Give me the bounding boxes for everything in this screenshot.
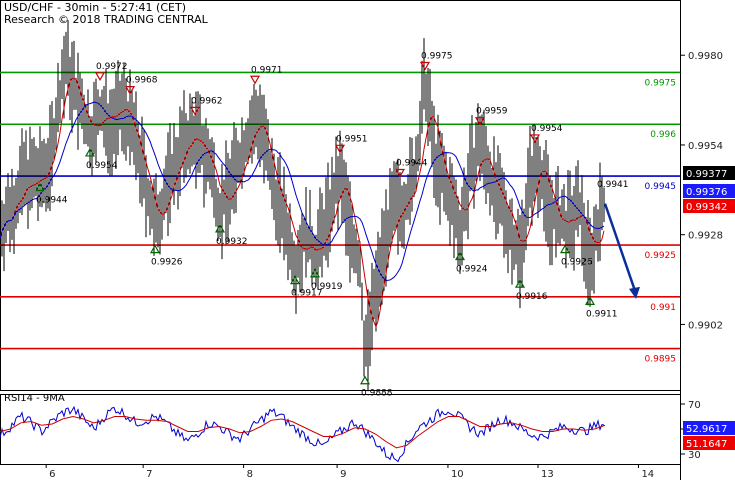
swing-high-label: 0.9971 — [251, 65, 283, 75]
swing-low-label: 0.9926 — [151, 258, 183, 268]
last-price-badge-label: 0.99376 — [686, 187, 727, 198]
x-tick-label: 13 — [541, 469, 554, 480]
level-label: 0.991 — [650, 303, 676, 313]
swing-low-label: 0.9917 — [291, 289, 323, 299]
swing-high-label: 0.9975 — [421, 51, 453, 61]
rsi-ma-line — [0, 415, 606, 449]
last-price-badge — [683, 184, 735, 198]
swing-low-marker — [514, 278, 526, 288]
swing-low-label: 0.9888 — [361, 389, 393, 399]
y-tick-label: 0.9980 — [688, 51, 723, 62]
swing-high-label: 0.9972 — [96, 62, 128, 72]
forecast-arrow-head — [629, 286, 640, 299]
rsi-y-tick-label: 70 — [688, 400, 701, 411]
rsi-value-badge-label: 52.9617 — [686, 424, 727, 435]
last-price-badge-label: 0.99342 — [686, 202, 727, 213]
swing-high-marker — [249, 75, 261, 85]
rsi-line — [0, 405, 605, 463]
x-tick-label: 7 — [146, 469, 152, 480]
swing-low-label: 0.9944 — [36, 195, 68, 205]
swing-high-marker — [334, 144, 346, 154]
level-label: 0.9945 — [645, 182, 677, 192]
swing-high-label: 0.9944 — [396, 158, 428, 168]
swing-low-label: 0.9916 — [516, 292, 548, 302]
swing-low-label: 0.9932 — [216, 237, 248, 247]
copyright-text: Research © 2018 TRADING CENTRAL — [4, 13, 208, 26]
swing-low-marker — [214, 223, 226, 233]
swing-low-marker — [584, 296, 596, 305]
slow-moving-average-line — [0, 101, 605, 282]
swing-low-label: 0.9911 — [586, 309, 618, 319]
rsi-value-badge-label: 51.1647 — [686, 439, 727, 450]
swing-low-label: 0.9954 — [86, 161, 118, 171]
y-tick-label: 0.9954 — [688, 141, 723, 152]
swing-low-marker — [309, 268, 321, 278]
swing-low-marker — [359, 375, 371, 385]
rsi-label: RSI14 - 9MA — [4, 393, 65, 404]
rsi-value-badge — [683, 436, 735, 450]
level-label: 0.9975 — [645, 78, 677, 88]
last-price-badge — [683, 166, 735, 180]
x-tick-label: 10 — [451, 469, 464, 480]
x-tick-label: 6 — [49, 469, 55, 480]
last-price-badge-label: 0.99377 — [686, 169, 727, 180]
swing-high-marker — [124, 86, 136, 95]
swing-high-label: 0.9951 — [336, 134, 368, 144]
swing-low-label: 0.9926 — [561, 258, 593, 268]
y-tick-label: 0.9928 — [688, 231, 723, 242]
swing-high-marker — [529, 134, 541, 144]
level-label: 0.9925 — [645, 251, 677, 261]
x-tick-label: 14 — [641, 469, 654, 480]
x-tick-label: 8 — [247, 469, 253, 480]
swing-low-marker — [559, 244, 571, 254]
swing-low-marker — [149, 244, 161, 254]
forecast-arrow-line — [603, 203, 637, 292]
swing-low-marker — [34, 182, 46, 192]
fast-moving-average-line — [0, 77, 605, 328]
swing-high-marker — [189, 106, 201, 116]
swing-high-label: 0.9968 — [126, 76, 158, 86]
swing-low-marker — [289, 275, 301, 285]
x-tick-label: 9 — [340, 469, 346, 480]
level-label: 0.996 — [650, 130, 676, 140]
swing-low-marker — [454, 251, 466, 261]
swing-low-label: 0.9919 — [311, 282, 343, 292]
swing-high-label: 0.9962 — [191, 96, 223, 106]
swing-high-marker — [394, 168, 406, 178]
chart-title: USD/CHF - 30min - 5:27:41 (CET) — [4, 1, 186, 14]
swing-high-marker — [94, 72, 106, 82]
level-value-label: 0.9941 — [597, 180, 629, 190]
y-tick-label: 0.9902 — [688, 320, 723, 331]
swing-high-marker — [419, 61, 431, 71]
swing-high-label: 0.9954 — [531, 124, 563, 134]
rsi-y-tick-label: 30 — [688, 450, 701, 461]
swing-high-label: 0.9959 — [476, 107, 508, 117]
price-bars — [0, 20, 605, 392]
swing-low-label: 0.9924 — [456, 264, 488, 274]
swing-high-marker — [474, 117, 486, 126]
rsi-value-badge — [683, 421, 735, 435]
level-label: 0.9895 — [645, 355, 677, 365]
swing-low-marker — [84, 147, 96, 157]
last-price-badge — [683, 199, 735, 213]
